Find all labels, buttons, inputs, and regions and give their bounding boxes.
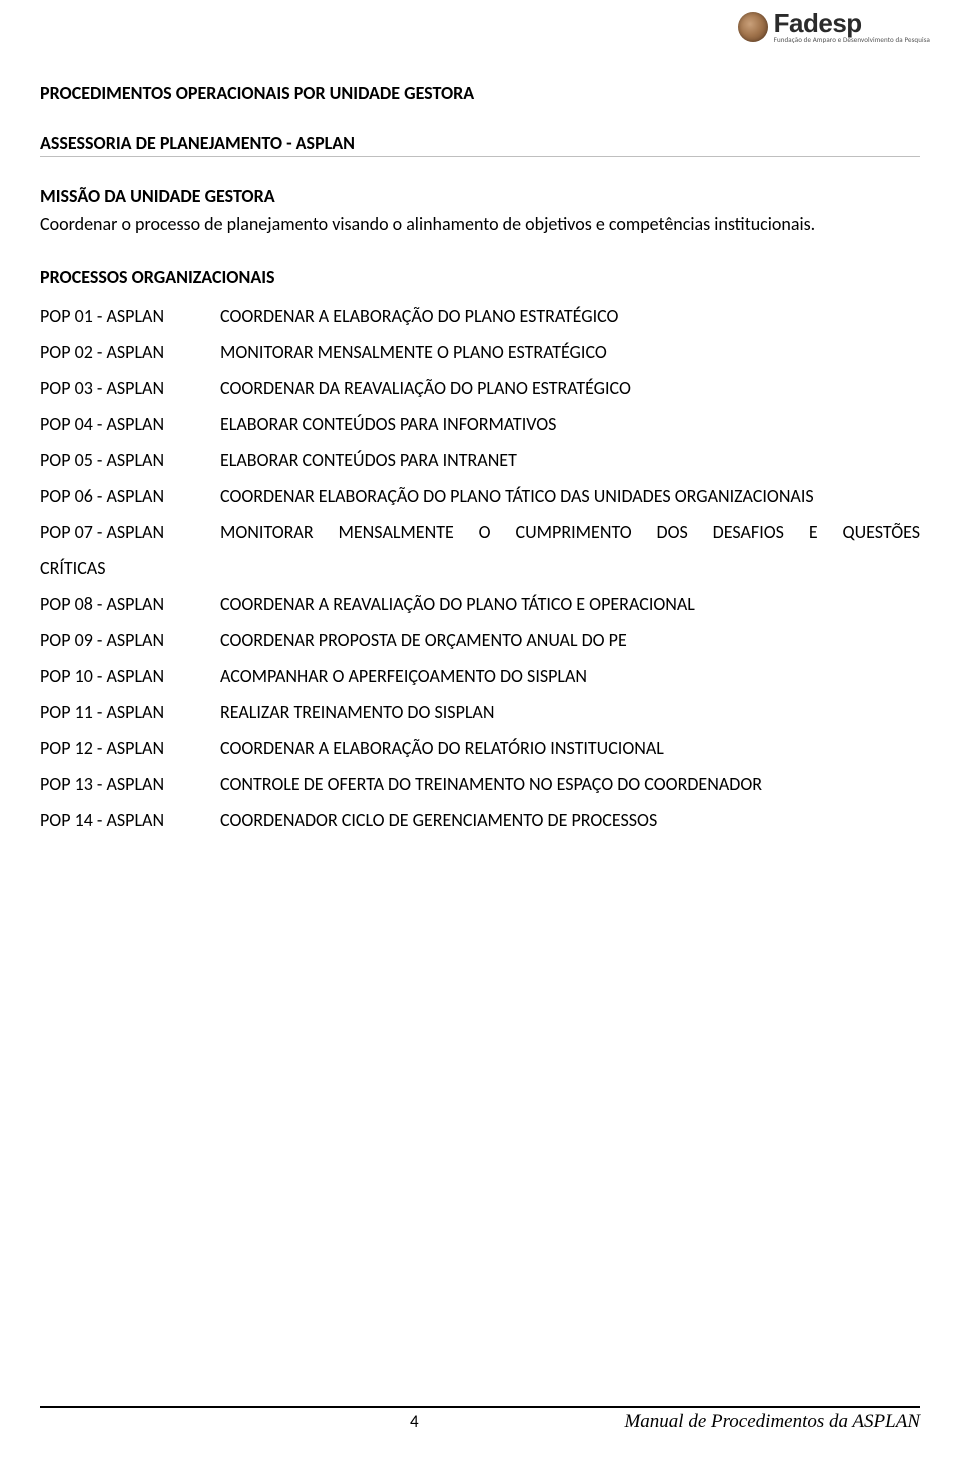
footer-doc-title: Manual de Procedimentos da ASPLAN (624, 1411, 920, 1433)
process-desc: COORDENAR PROPOSTA DE ORÇAMENTO ANUAL DO… (220, 622, 920, 658)
logo-mark-icon (738, 12, 768, 42)
process-row: POP 09 - ASPLAN COORDENAR PROPOSTA DE OR… (40, 622, 920, 658)
logo-text-block: Fadesp Fundação de Amparo e Desenvolvime… (774, 10, 930, 43)
document-page: Fadesp Fundação de Amparo e Desenvolvime… (0, 0, 960, 1457)
process-code: POP 03 - ASPLAN (40, 370, 220, 406)
process-code: POP 05 - ASPLAN (40, 442, 220, 478)
process-row: POP 13 - ASPLAN CONTROLE DE OFERTA DO TR… (40, 766, 920, 802)
process-desc: COORDENAR ELABORAÇÃO DO PLANO TÁTICO DAS… (220, 478, 920, 514)
process-row: POP 05 - ASPLAN ELABORAR CONTEÚDOS PARA … (40, 442, 920, 478)
process-desc: COORDENAR A ELABORAÇÃO DO PLANO ESTRATÉG… (220, 298, 920, 334)
process-desc: ELABORAR CONTEÚDOS PARA INTRANET (220, 442, 920, 478)
page-footer: 4 Manual de Procedimentos da ASPLAN (40, 1406, 920, 1433)
page-number: 4 (410, 1411, 419, 1432)
process-row: POP 01 - ASPLAN COORDENAR A ELABORAÇÃO D… (40, 298, 920, 334)
brand-logo: Fadesp Fundação de Amparo e Desenvolvime… (738, 10, 930, 43)
process-row: POP 14 - ASPLAN COORDENADOR CICLO DE GER… (40, 802, 920, 838)
process-code: POP 14 - ASPLAN (40, 802, 220, 838)
process-code: POP 12 - ASPLAN (40, 730, 220, 766)
process-desc: CONTROLE DE OFERTA DO TREINAMENTO NO ESP… (220, 766, 920, 802)
process-desc: MONITORAR MENSALMENTE O CUMPRIMENTO DOS … (220, 514, 920, 550)
process-desc: ACOMPANHAR O APERFEIÇOAMENTO DO SISPLAN (220, 658, 920, 694)
process-code: POP 07 - ASPLAN (40, 514, 220, 550)
process-code: POP 02 - ASPLAN (40, 334, 220, 370)
criticas-wrap-line: CRÍTICAS (40, 550, 920, 586)
processes-title: PROCESSOS ORGANIZACIONAIS (40, 266, 920, 288)
process-row: POP 12 - ASPLAN COORDENAR A ELABORAÇÃO D… (40, 730, 920, 766)
logo-subtitle: Fundação de Amparo e Desenvolvimento da … (774, 36, 930, 43)
process-row: POP 06 - ASPLAN COORDENAR ELABORAÇÃO DO … (40, 478, 920, 514)
process-desc: ELABORAR CONTEÚDOS PARA INFORMATIVOS (220, 406, 920, 442)
process-row: POP 08 - ASPLAN COORDENAR A REAVALIAÇÃO … (40, 586, 920, 622)
process-code: POP 09 - ASPLAN (40, 622, 220, 658)
process-code: POP 01 - ASPLAN (40, 298, 220, 334)
content-area: PROCEDIMENTOS OPERACIONAIS POR UNIDADE G… (40, 22, 920, 838)
process-row: POP 07 - ASPLAN MONITORAR MENSALMENTE O … (40, 514, 920, 550)
process-desc: COORDENADOR CICLO DE GERENCIAMENTO DE PR… (220, 802, 920, 838)
main-heading: PROCEDIMENTOS OPERACIONAIS POR UNIDADE G… (40, 82, 920, 104)
mission-text: Coordenar o processo de planejamento vis… (40, 211, 920, 238)
process-code: POP 06 - ASPLAN (40, 478, 220, 514)
process-desc: COORDENAR A REAVALIAÇÃO DO PLANO TÁTICO … (220, 586, 920, 622)
process-code: POP 04 - ASPLAN (40, 406, 220, 442)
process-desc: COORDENAR A ELABORAÇÃO DO RELATÓRIO INST… (220, 730, 920, 766)
logo-name: Fadesp (774, 10, 930, 36)
process-code: POP 08 - ASPLAN (40, 586, 220, 622)
process-row: POP 10 - ASPLAN ACOMPANHAR O APERFEIÇOAM… (40, 658, 920, 694)
process-row: POP 11 - ASPLAN REALIZAR TREINAMENTO DO … (40, 694, 920, 730)
mission-title: MISSÃO DA UNIDADE GESTORA (40, 185, 920, 207)
process-desc: COORDENAR DA REAVALIAÇÃO DO PLANO ESTRAT… (220, 370, 920, 406)
process-row: POP 02 - ASPLAN MONITORAR MENSALMENTE O … (40, 334, 920, 370)
process-list: POP 01 - ASPLAN COORDENAR A ELABORAÇÃO D… (40, 298, 920, 838)
process-desc: REALIZAR TREINAMENTO DO SISPLAN (220, 694, 920, 730)
process-row: POP 04 - ASPLAN ELABORAR CONTEÚDOS PARA … (40, 406, 920, 442)
footer-row: 4 Manual de Procedimentos da ASPLAN (40, 1411, 920, 1433)
section-heading: ASSESSORIA DE PLANEJAMENTO - ASPLAN (40, 132, 920, 157)
process-code: POP 13 - ASPLAN (40, 766, 220, 802)
footer-divider (40, 1406, 920, 1408)
process-code: POP 11 - ASPLAN (40, 694, 220, 730)
process-code: POP 10 - ASPLAN (40, 658, 220, 694)
process-desc: MONITORAR MENSALMENTE O PLANO ESTRATÉGIC… (220, 334, 920, 370)
process-row: POP 03 - ASPLAN COORDENAR DA REAVALIAÇÃO… (40, 370, 920, 406)
